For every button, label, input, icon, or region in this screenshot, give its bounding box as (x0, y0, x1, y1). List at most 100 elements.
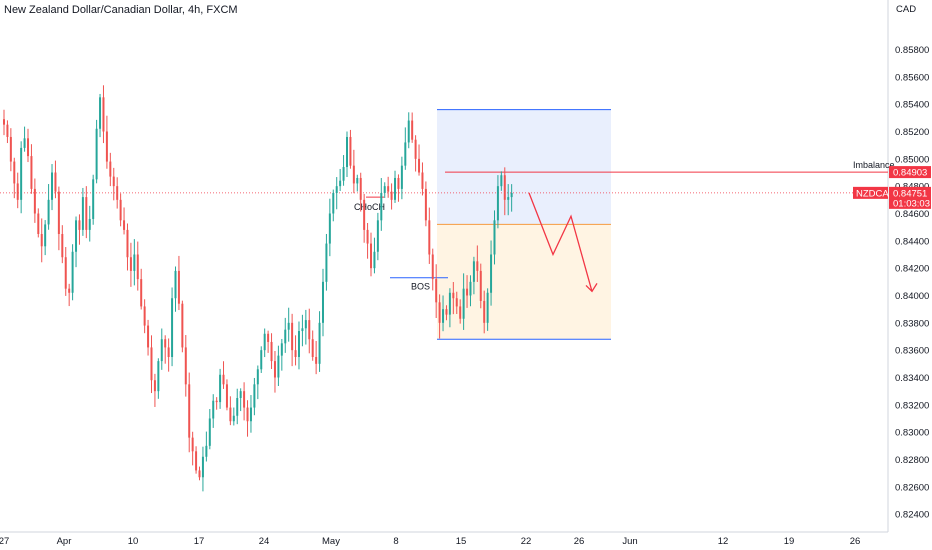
imbalance-price-badge (889, 166, 931, 179)
candle-body (479, 270, 482, 301)
candle-body (129, 257, 132, 271)
candle-body (147, 325, 150, 348)
candle-body (421, 172, 424, 189)
candle-body (205, 445, 208, 457)
x-tick-label: 22 (521, 536, 532, 547)
candle-body (195, 451, 198, 471)
candle-body (102, 97, 105, 132)
candle-body (462, 288, 465, 319)
candle-body (150, 347, 153, 381)
y-tick-label: 0.85600 (895, 72, 929, 83)
y-tick-label: 0.83200 (895, 400, 929, 411)
candle-body (51, 172, 54, 200)
candle-body (297, 331, 300, 357)
candle-body (112, 176, 115, 187)
candle-body (394, 177, 397, 200)
candle-body (507, 197, 510, 200)
candle-body (215, 400, 218, 403)
candle-body (418, 158, 421, 173)
candle-body (27, 138, 30, 157)
candle-body (174, 270, 177, 299)
candle-body (263, 333, 266, 351)
candle-body (61, 234, 64, 258)
candle-body (308, 320, 311, 340)
candle-body (109, 161, 112, 177)
candle-body (222, 374, 225, 385)
candle-body (188, 384, 191, 438)
candle-body (397, 177, 400, 189)
candle-body (133, 254, 136, 271)
candle-body (57, 191, 60, 234)
candle-body (414, 139, 417, 159)
candle-body (356, 177, 359, 184)
candle-body (363, 199, 366, 230)
candle-body (64, 257, 67, 289)
candle-body (136, 254, 139, 280)
x-tick-label: 17 (194, 536, 205, 547)
candle-body (140, 279, 143, 307)
candle-body (315, 357, 318, 364)
candle-body (47, 199, 50, 225)
y-tick-label: 0.84600 (895, 209, 929, 220)
y-tick-label: 0.83800 (895, 318, 929, 329)
candle-body (452, 292, 455, 299)
demand-zone-orange (437, 224, 611, 340)
candle-body (493, 220, 496, 255)
y-tick-label: 0.82800 (895, 455, 929, 466)
candle-body (95, 128, 98, 180)
candle-body (466, 288, 469, 296)
candle-body (387, 186, 390, 192)
candle-body (160, 339, 163, 362)
candle-body (256, 369, 259, 385)
candle-body (249, 407, 252, 422)
candle-body (16, 183, 19, 200)
current-price-label: 0.84751 (893, 188, 927, 199)
candle-body (167, 347, 170, 357)
candle-body (486, 292, 489, 323)
candle-body (177, 270, 180, 304)
candle-body (9, 136, 12, 162)
candle-body (366, 229, 369, 244)
y-tick-label: 0.85400 (895, 100, 929, 111)
candle-body (181, 303, 184, 348)
candle-body (37, 213, 40, 234)
candle-body (99, 97, 102, 129)
y-axis-unit: CAD (896, 4, 916, 15)
candle-body (40, 234, 43, 247)
candle-body (232, 415, 235, 422)
chart-title: New Zealand Dollar/Canadian Dollar, 4h, … (4, 4, 238, 16)
candle-body (448, 292, 451, 315)
candle-body (455, 298, 458, 307)
x-tick-label: 15 (456, 536, 467, 547)
candle-body (304, 320, 307, 329)
candle-body (78, 220, 81, 230)
candle-body (54, 172, 57, 192)
candle-body (476, 261, 479, 271)
y-tick-label: 0.83000 (895, 428, 929, 439)
candle-body (301, 328, 304, 332)
candle-body (239, 391, 242, 398)
candle-body (277, 355, 280, 378)
candle-body (352, 165, 355, 184)
candle-body (3, 119, 5, 125)
candle-body (75, 220, 78, 252)
candle-body (92, 179, 95, 219)
candle-body (380, 193, 383, 221)
x-tick-label: Jun (622, 536, 637, 547)
choch-label: CHoCH (354, 202, 385, 212)
candle-body (23, 138, 26, 148)
candle-body (143, 306, 146, 326)
symbol-badge (853, 186, 888, 199)
candle-body (30, 156, 33, 189)
candle-body (311, 339, 314, 357)
candle-body (273, 361, 276, 378)
candle-body (284, 329, 287, 344)
candle-body (435, 279, 438, 303)
candle-body (342, 167, 345, 181)
candle-body (208, 418, 211, 446)
candle-body (390, 191, 393, 200)
y-tick-label: 0.84400 (895, 236, 929, 247)
candle-body (88, 218, 91, 230)
bos-label: BOS (411, 282, 430, 292)
